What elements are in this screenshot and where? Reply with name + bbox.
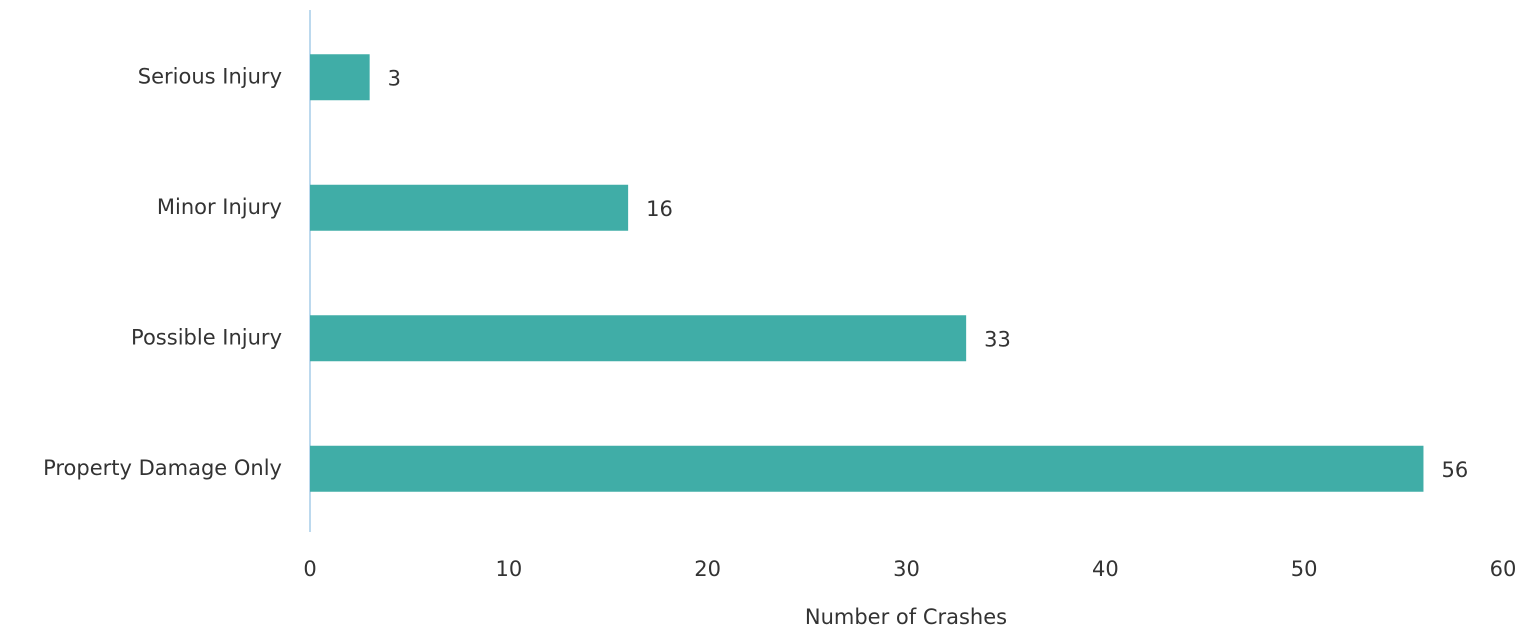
y-tick-label: Property Damage Only: [43, 456, 282, 480]
y-tick-label: Serious Injury: [138, 64, 282, 88]
y-tick-label: Minor Injury: [157, 195, 282, 219]
x-tick-label: 40: [1092, 557, 1119, 581]
bar: [310, 54, 370, 101]
x-tick-label: 60: [1490, 557, 1517, 581]
value-label: 56: [1441, 458, 1468, 482]
x-tick-label: 10: [495, 557, 522, 581]
value-label: 16: [646, 197, 673, 221]
x-tick-label: 30: [893, 557, 920, 581]
bar: [310, 445, 1424, 492]
x-axis-label: Number of Crashes: [805, 605, 1007, 629]
y-tick-label: Possible Injury: [131, 325, 282, 349]
x-tick-label: 50: [1291, 557, 1318, 581]
bar: [310, 315, 967, 362]
value-label: 33: [984, 327, 1011, 351]
value-label: 3: [388, 66, 401, 90]
x-tick-label: 20: [694, 557, 721, 581]
x-tick-label: 0: [303, 557, 316, 581]
bar: [310, 184, 629, 231]
